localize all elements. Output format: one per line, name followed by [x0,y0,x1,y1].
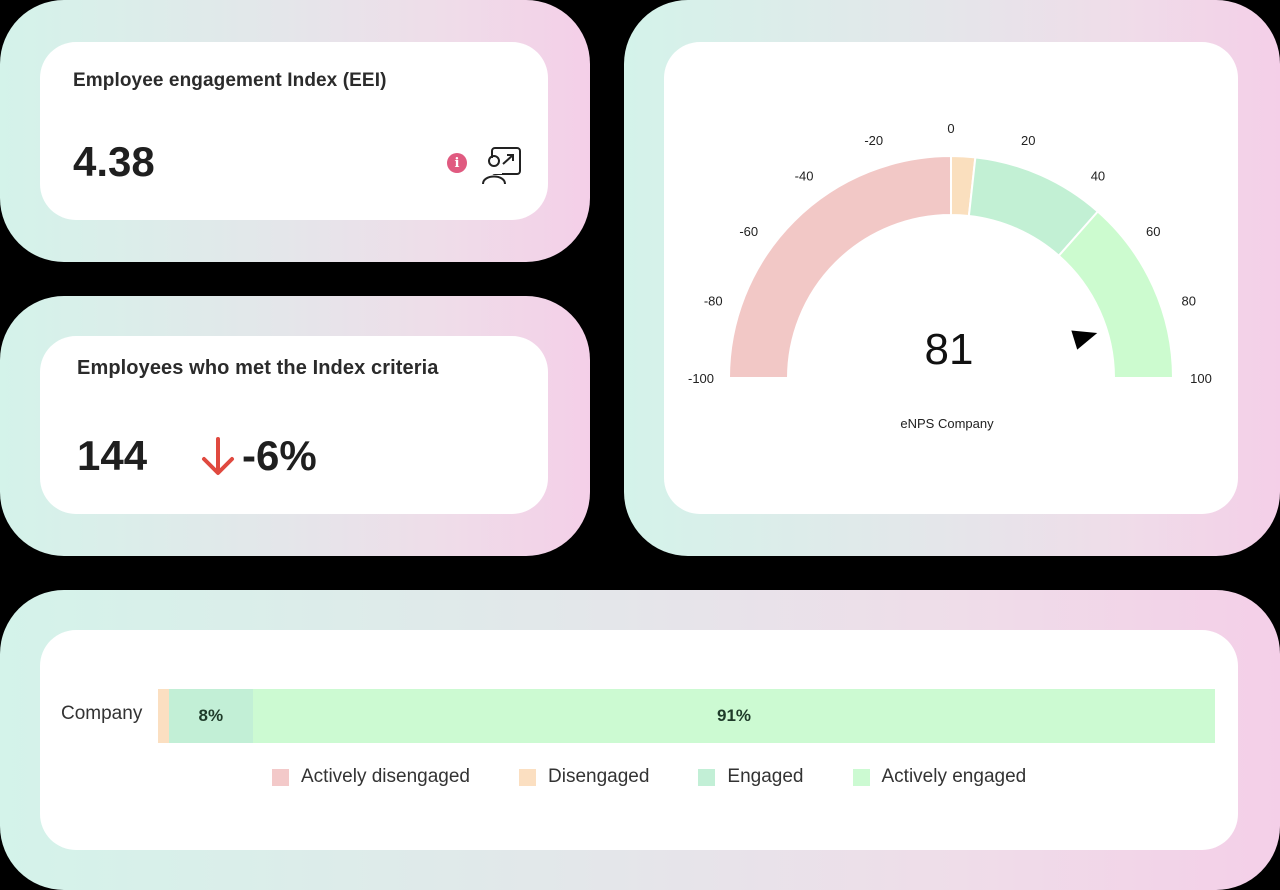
gauge-caption: eNPS Company [900,416,994,431]
arrow-down-icon [202,437,234,475]
eei-title: Employee engagement Index (EEI) [73,70,387,91]
gauge-value: 81 [925,325,974,374]
legend-swatch [852,768,870,786]
legend-label: Disengaged [548,766,650,787]
gauge-tick-label: -40 [795,169,814,184]
presentation-user-icon[interactable] [480,144,524,188]
gauge-tick-label: -100 [688,371,714,386]
delta-value: -6% [242,432,317,479]
gauge-pointer-icon [1071,330,1098,350]
legend-swatch [698,768,716,786]
enps-gauge: -100 -80 -60 -40 -20 0 20 40 60 80 100 81 eNPS Com… [688,121,1212,431]
legend-item-engaged[interactable]: Engaged [698,766,804,788]
gauge-tick-label: -60 [739,224,758,239]
bar-segment-engaged[interactable]: 8% [168,689,254,743]
enps-gauge-card: -100 -80 -60 -40 -20 0 20 40 60 80 100 81 eNPS Com… [664,42,1238,514]
gauge-tick-label: -20 [864,133,883,148]
index-criteria-value: 144 [77,432,148,479]
legend-label: Actively engaged [881,766,1027,787]
gauge-tick-label: 20 [1021,133,1035,148]
gauge-tick-label: 60 [1146,224,1160,239]
gauge-band-0 [727,154,952,379]
legend-item-disengaged[interactable]: Disengaged [519,766,649,788]
gauge-tick-label: -80 [704,294,723,309]
legend-label: Actively disengaged [301,766,470,787]
gauge-tick-label: 40 [1091,169,1105,184]
gauge-tick-label: 100 [1190,371,1212,386]
eei-value: 4.38 [73,138,155,185]
legend-swatch [519,768,536,786]
legend-swatch [272,768,289,786]
legend-item-actively-engaged[interactable]: Actively engaged [852,766,1027,788]
legend-label: Engaged [727,766,804,787]
bar-segment-disengaged[interactable] [158,689,169,743]
index-criteria-card: Employees who met the Index criteria 144… [40,336,548,514]
chart-legend: Actively disengaged Disengaged Engaged Acti… [272,766,1075,788]
delta-indicator: -6% [198,432,317,480]
eei-card: Employee engagement Index (EEI) 4.38 i [40,42,548,220]
info-icon[interactable]: i [447,153,467,173]
gauge-band-3 [1057,210,1175,379]
bar-segment-actively-engaged[interactable]: 91% [253,689,1215,743]
row-label-company: Company [61,703,143,724]
engagement-distribution-card: Company 8% 91% Actively disengaged Disenga… [40,630,1238,850]
legend-item-actively-disengaged[interactable]: Actively disengaged [272,766,470,788]
gauge-tick-label: 80 [1182,294,1196,309]
stacked-bar: 8% 91% [158,689,1215,743]
gauge-tick-label: 0 [947,121,954,136]
gauge-bands [727,154,1175,379]
gauge-tick-labels: -100 -80 -60 -40 -20 0 20 40 60 80 100 [688,121,1212,386]
index-criteria-title: Employees who met the Index criteria [77,357,439,379]
